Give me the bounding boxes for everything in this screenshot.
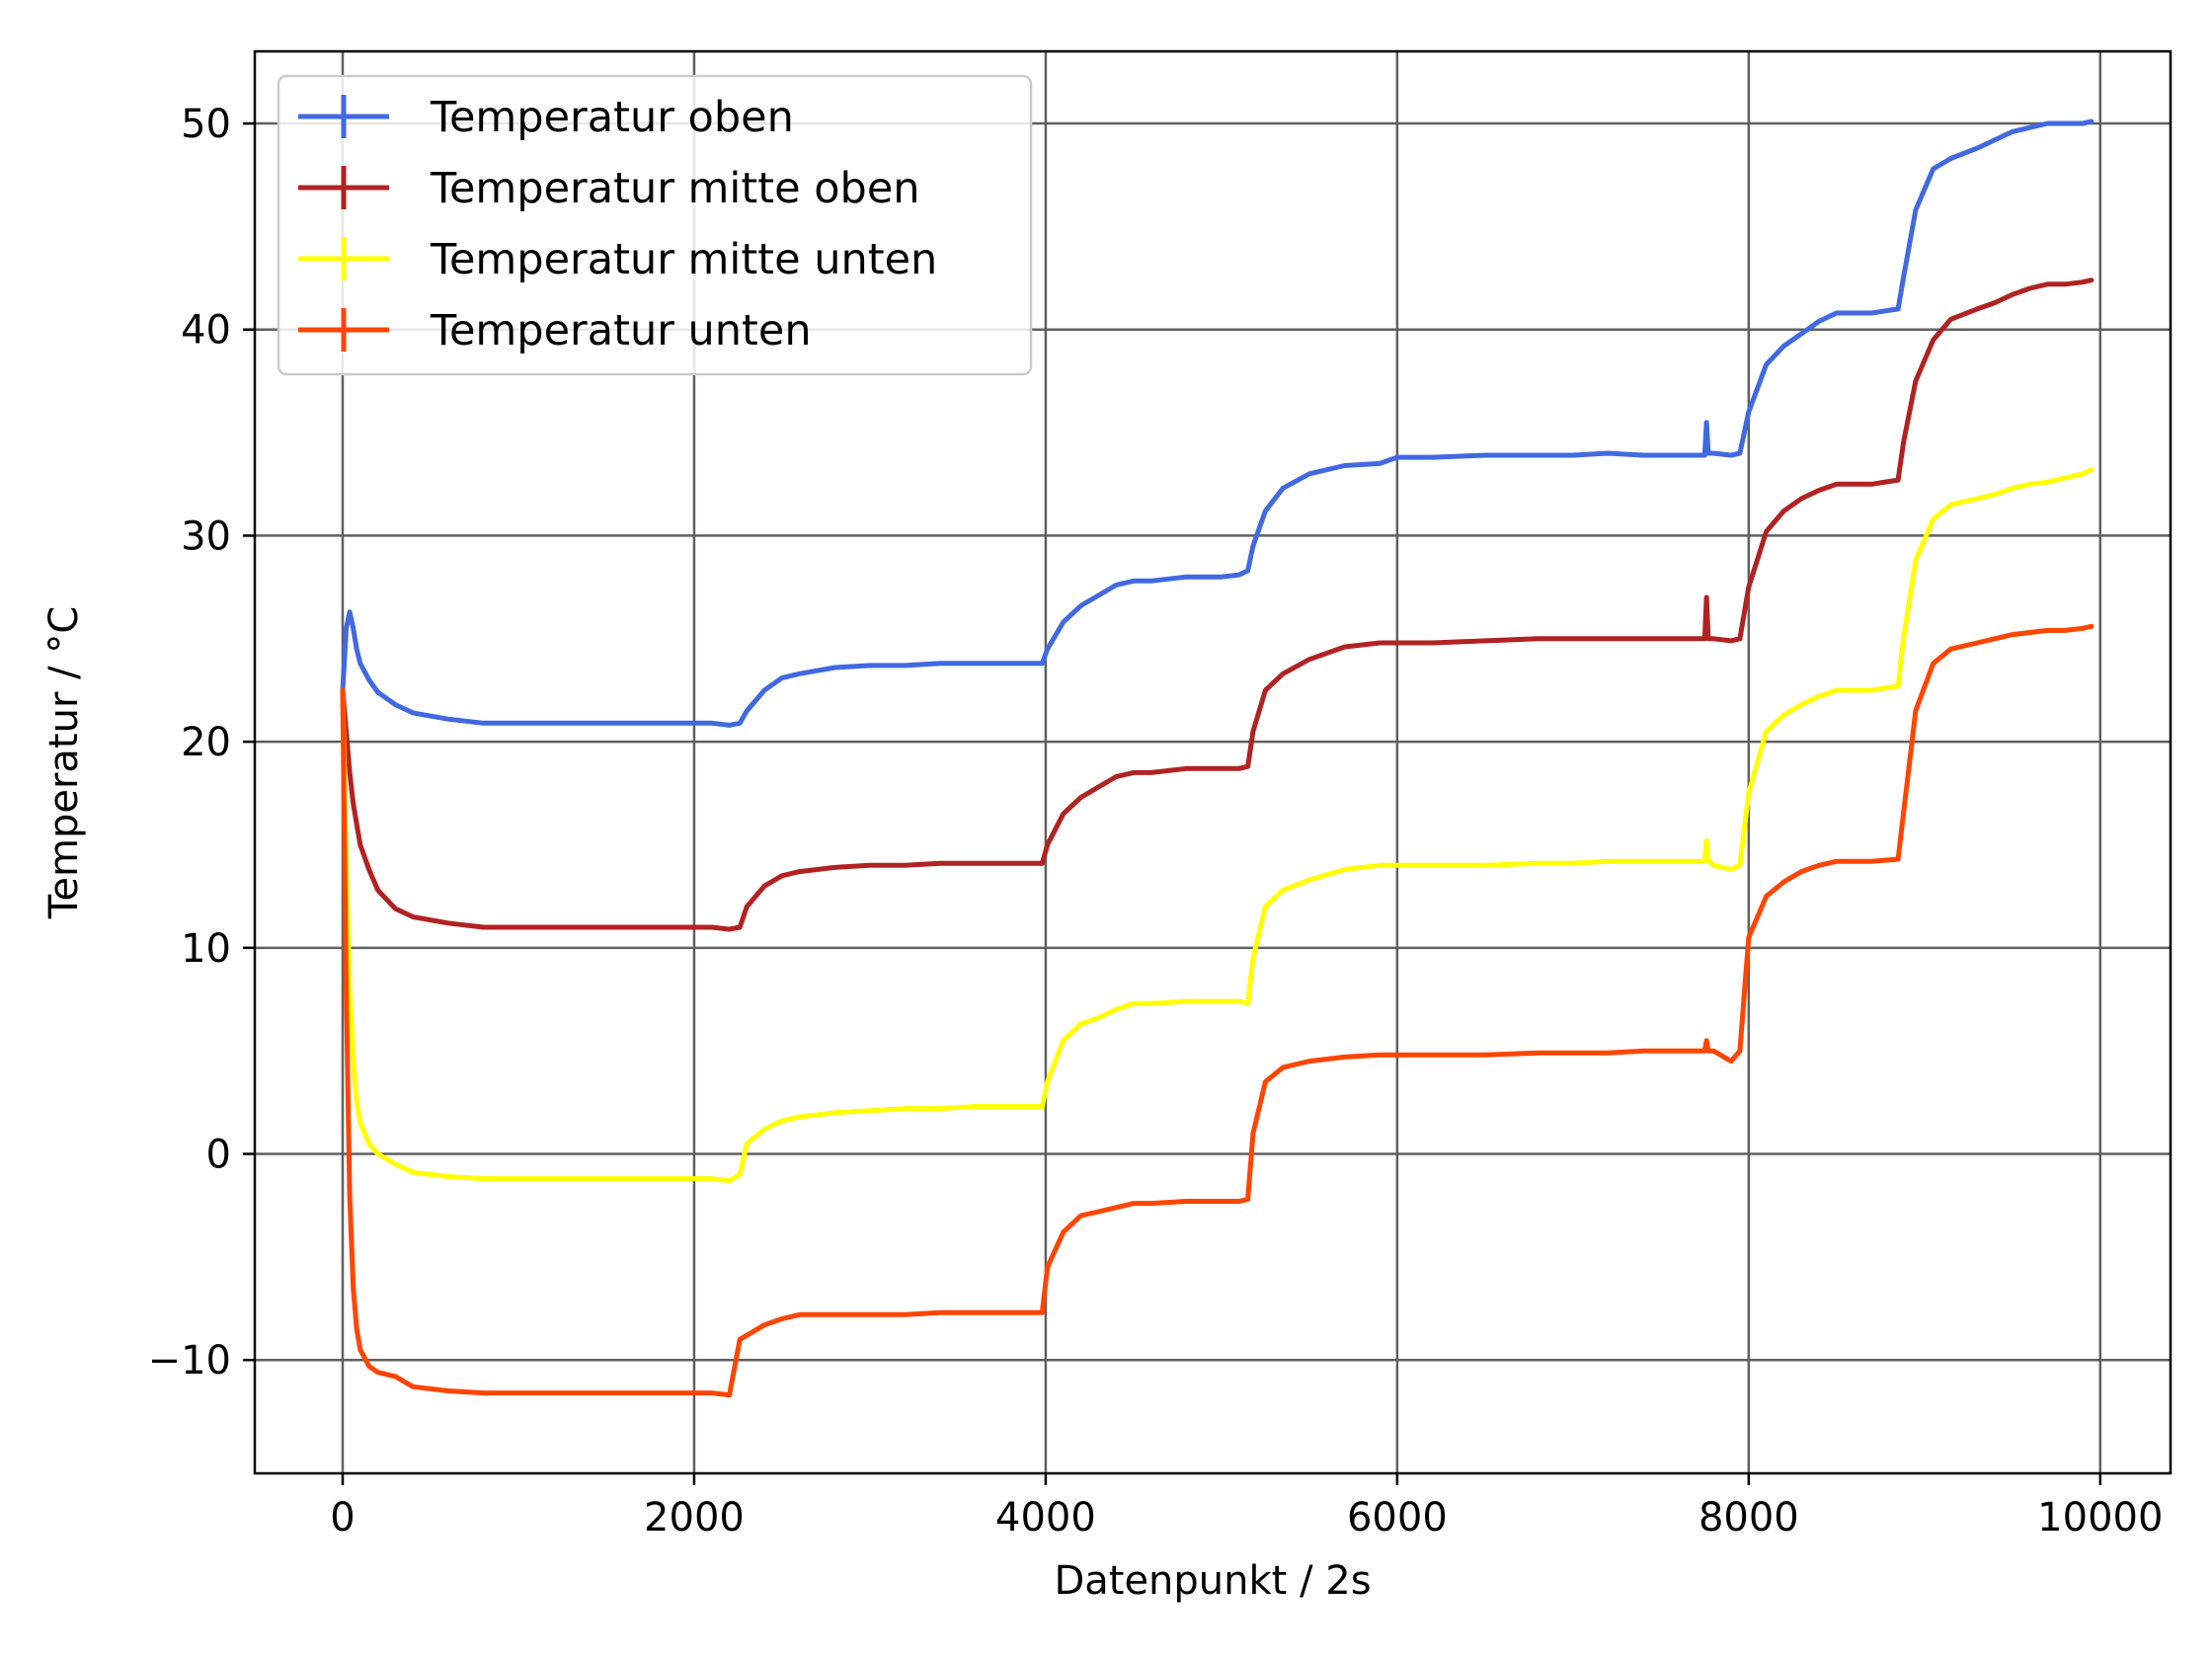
x-tick-label: 4000 [995,1495,1096,1540]
x-tick-label: 10000 [2037,1495,2163,1540]
y-tick-label: 30 [181,514,231,559]
x-tick-label: 2000 [644,1495,745,1540]
plot-frame [253,49,2172,1475]
x-axis-ticks: 0 2000 4000 6000 8000 10000 [330,1473,2163,1540]
legend: Temperatur oben Temperatur mitte oben Temp… [276,74,1033,376]
x-axis-label: Datenpunkt / 2s [1054,1558,1371,1604]
series-line-0 [340,118,2094,728]
y-tick-label: −10 [148,1338,231,1383]
legend-box [276,74,1033,376]
plot-series [340,118,2094,1398]
series-line-2 [340,467,2094,1184]
legend-label-0: Temperatur oben [430,93,794,142]
legend-label-2: Temperatur mitte unten [430,235,937,284]
legend-label-3: Temperatur unten [430,306,812,356]
x-tick-label: 8000 [1698,1495,1799,1540]
y-tick-label: 40 [181,308,231,354]
series-line-1 [340,277,2094,932]
y-tick-label: 0 [206,1133,231,1178]
x-tick-label: 0 [330,1495,355,1540]
y-tick-label: 50 [181,102,231,147]
y-axis-ticks: −10 0 10 20 30 40 50 [148,102,255,1383]
y-tick-label: 10 [181,926,231,972]
y-axis-label: Temperatur / °C [41,606,87,919]
series-line-3 [340,623,2094,1398]
legend-label-1: Temperatur mitte oben [430,164,920,213]
y-tick-label: 20 [181,720,231,765]
x-tick-label: 6000 [1347,1495,1448,1540]
grid [255,51,2171,1473]
